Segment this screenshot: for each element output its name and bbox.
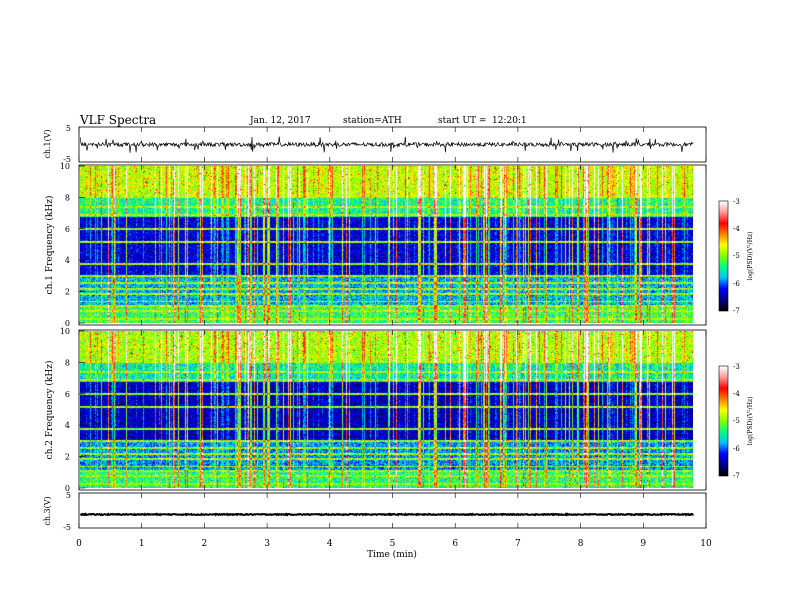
time-axis-label: Time (min) xyxy=(367,549,417,560)
ch2-colorbar: -3 -4 -5 -6 -7 log(PSD)(V²/Hz) xyxy=(718,363,754,480)
spec1-yticks-tick-label: 8 xyxy=(65,193,70,202)
date-label: Jan. 12, 2017 xyxy=(249,116,311,126)
ch3-waveform-frame xyxy=(78,492,707,529)
spec2-yticks-tick-label: 6 xyxy=(65,390,70,399)
ch1-colorbar-tick-2: -5 xyxy=(733,252,740,260)
x-tick-label: 10 xyxy=(700,539,712,549)
ch1-waveform-panel: 5 -5 ch.1(V) xyxy=(43,124,707,164)
ch1-colorbar-label: log(PSD)(V²/Hz) xyxy=(747,232,754,281)
ch2-spectrogram-heatmap xyxy=(80,331,693,488)
spec1-yticks-tick-label: 6 xyxy=(65,225,70,234)
ch2-spectrogram-ylabel: ch.2 Frequency (kHz) xyxy=(44,361,55,460)
ch2-colorbar-label: log(PSD)(V²/Hz) xyxy=(747,397,754,446)
spec2-yticks-tick-label: 4 xyxy=(65,421,70,430)
x-tick-label: 1 xyxy=(139,539,145,549)
ch1-waveform-ylabel: ch.1(V) xyxy=(43,129,52,158)
ch2-colorbar-frame xyxy=(718,365,729,477)
spec1-yticks-tick-label: 2 xyxy=(65,288,70,297)
ch1-waveform-line xyxy=(79,136,694,153)
ch1-colorbar: -3 -4 -5 -6 -7 log(PSD)(V²/Hz) xyxy=(718,198,754,315)
spec1-yticks-tick-label: 10 xyxy=(60,162,70,171)
x-tick-label: 5 xyxy=(390,539,396,549)
spec1-yticks-tick-label: 4 xyxy=(65,256,70,265)
ch1-colorbar-tick-3: -6 xyxy=(733,280,740,288)
ch2-spectrogram-panel: 0 2 4 6 8 10 ch.2 Frequency (kHz) -3 -4 -5 -6… xyxy=(44,327,754,493)
ch1-colorbar-tick-4: -7 xyxy=(733,307,740,315)
spec2-yticks-tick-label: 8 xyxy=(65,358,70,367)
chart-title: VLF Spectra xyxy=(79,113,156,127)
x-tick-label: 0 xyxy=(76,539,82,549)
ch1-colorbar-gradient xyxy=(719,201,728,311)
ch3-waveform-ylabel: ch.3(V) xyxy=(43,496,52,525)
ch2-colorbar-tick-1: -4 xyxy=(733,390,740,398)
ch1-ytick-bottom: -5 xyxy=(63,155,71,164)
time-axis: 0 1 2 3 4 5 6 7 8 9 10 xyxy=(76,127,712,549)
ch3-ytick-top: 5 xyxy=(66,491,71,500)
x-tick-label: 3 xyxy=(264,539,270,549)
ch1-ytick-top: 5 xyxy=(66,124,71,133)
ch1-spectrogram-panel: 0 2 4 6 8 10 ch.1 Frequency (kHz) -3 -4 -5 -6… xyxy=(44,162,754,328)
ch2-colorbar-gradient xyxy=(719,366,728,476)
x-tick-label: 6 xyxy=(452,539,458,549)
ch1-colorbar-frame xyxy=(718,200,729,312)
x-tick-label: 7 xyxy=(515,539,521,549)
ch2-colorbar-tick-3: -6 xyxy=(733,445,740,453)
x-tick-label: 4 xyxy=(327,539,333,549)
ch1-spectrogram-ylabel-text: ch.1 Frequency (kHz) xyxy=(44,196,55,295)
spec2-yticks-tick-label: 10 xyxy=(60,327,70,336)
ch1-spectrogram-heatmap xyxy=(80,166,693,323)
ch2-spectrogram-ylabel-text: ch.2 Frequency (kHz) xyxy=(44,361,55,460)
ch3-waveform-line xyxy=(79,512,694,517)
ch1-spectrogram-ylabel: ch.1 Frequency (kHz) xyxy=(44,196,55,295)
ch3-waveform-panel: 5 -5 ch.3(V) xyxy=(43,491,707,532)
start-ut-label: start UT = xyxy=(438,116,486,126)
station-label: station=ATH xyxy=(343,116,402,126)
ch2-colorbar-tick-2: -5 xyxy=(733,417,740,425)
ch2-colorbar-tick-0: -3 xyxy=(733,363,740,371)
spec2-yticks-tick-label: 2 xyxy=(65,453,70,462)
x-tick-label: 9 xyxy=(640,539,646,549)
x-tick-label: 2 xyxy=(202,539,208,549)
ch2-colorbar-tick-4: -7 xyxy=(733,472,740,480)
ch1-colorbar-tick-1: -4 xyxy=(733,225,740,233)
spec1-yticks-tick-label: 0 xyxy=(65,319,70,328)
start-time-label: 12:20:1 xyxy=(492,116,527,126)
x-tick-label: 8 xyxy=(578,539,584,549)
ch1-colorbar-tick-0: -3 xyxy=(733,198,740,206)
spec2-yticks-tick-label: 0 xyxy=(65,484,70,493)
ch3-ytick-bottom: -5 xyxy=(63,523,71,532)
